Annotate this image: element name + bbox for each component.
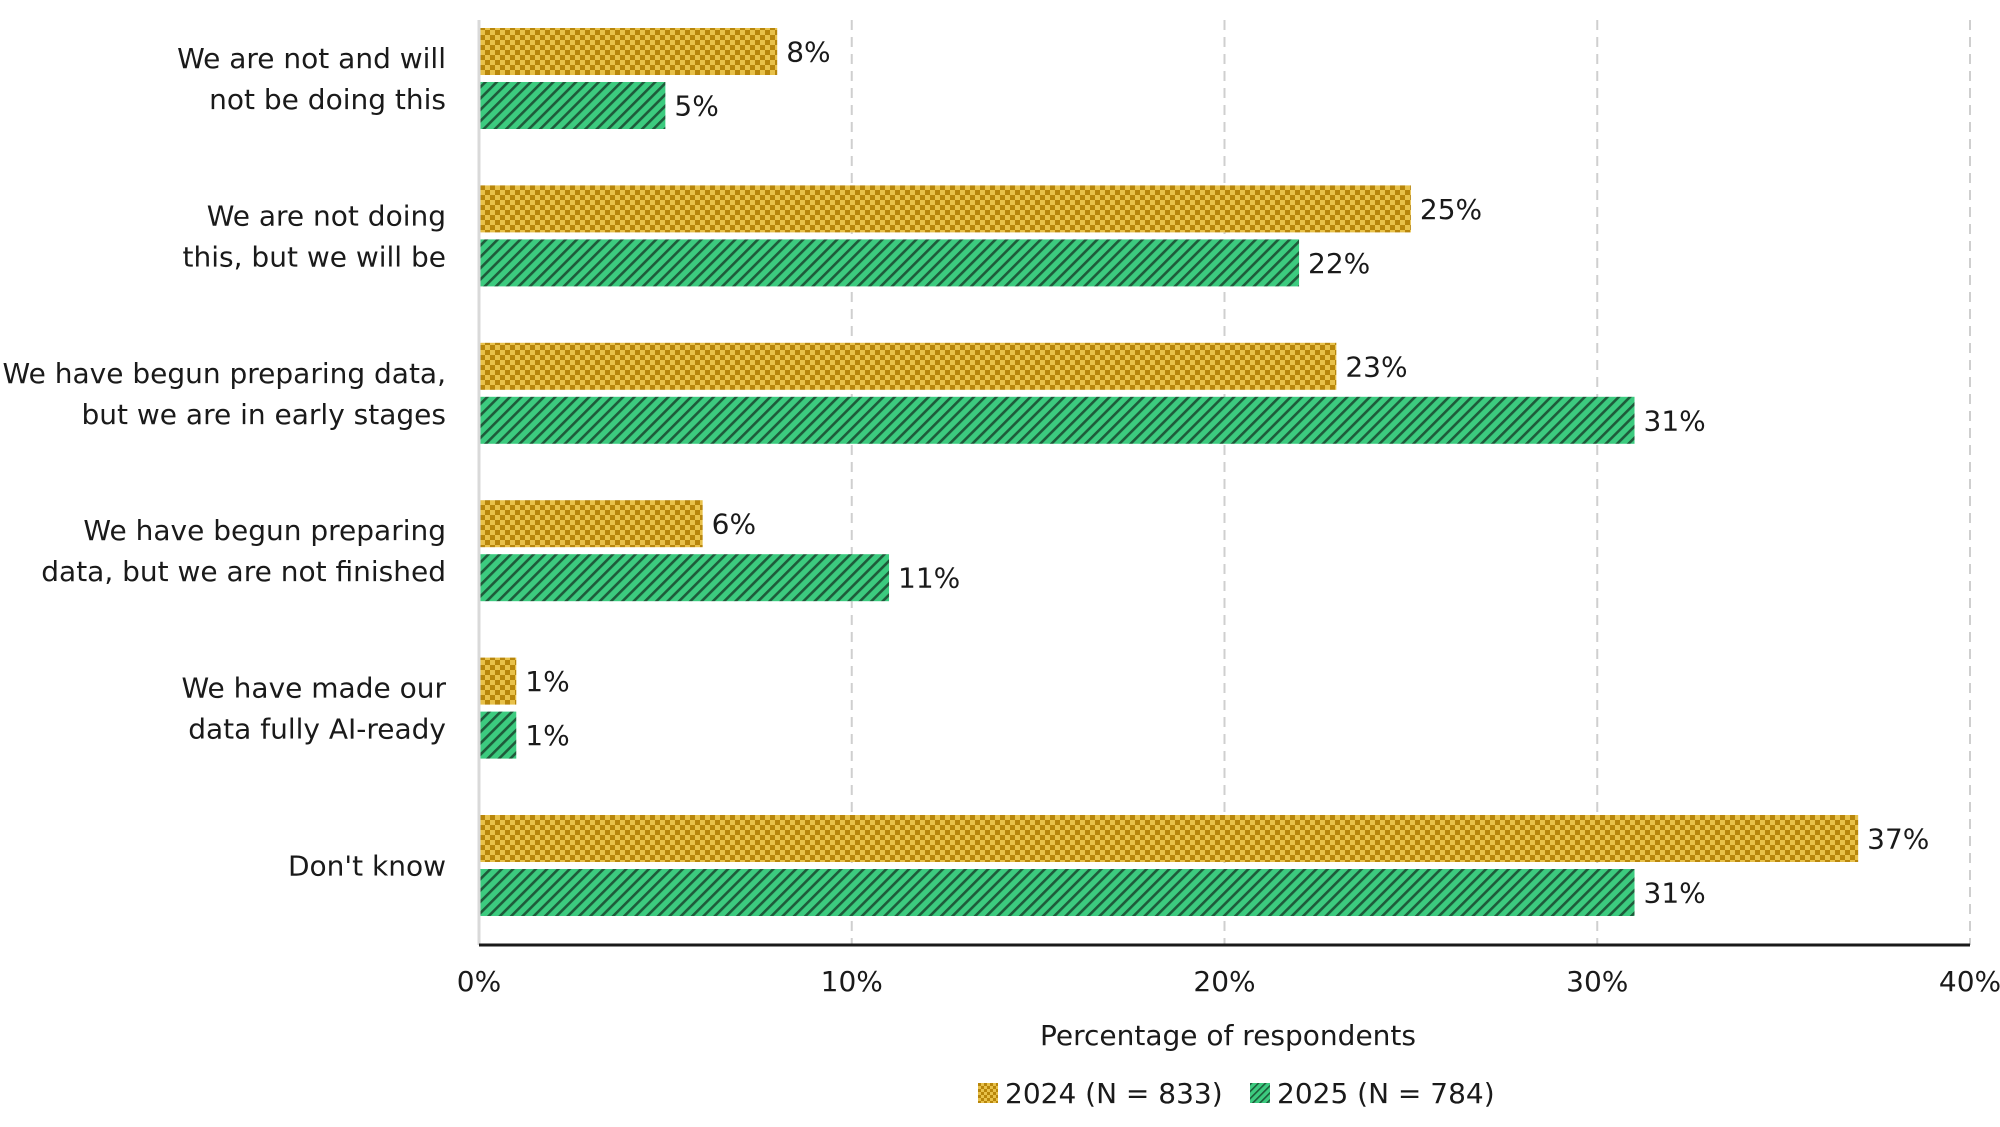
- x-tick-label: 20%: [1193, 965, 1255, 998]
- bar-value-label: 8%: [786, 36, 830, 69]
- bar-value-label: 31%: [1644, 404, 1706, 437]
- bar-value-label: 6%: [712, 508, 756, 541]
- category-label: We are not and will not be doing this: [177, 42, 446, 116]
- bar-2024: [479, 500, 703, 548]
- x-tick-label: 30%: [1566, 965, 1628, 998]
- bar-2025: [479, 554, 890, 602]
- x-axis-title: Percentage of respondents: [1040, 1019, 1416, 1052]
- bar-value-label: 22%: [1308, 247, 1370, 280]
- grid-lines: [850, 20, 1971, 945]
- x-axis: 0% 10% 20% 30% 40%: [457, 20, 2000, 998]
- legend-label: 2025 (N = 784): [1277, 1077, 1495, 1110]
- bar-value-label: 11%: [898, 562, 960, 595]
- bar-2024: [479, 657, 517, 705]
- category-label: We have begun preparing data, but we are …: [3, 357, 446, 431]
- bar-2025: [479, 239, 1300, 287]
- category-label: Don't know: [288, 850, 446, 883]
- category-label: We have made our data fully AI-ready: [182, 672, 447, 746]
- legend: 2024 (N = 833) 2025 (N = 784): [978, 1077, 1495, 1110]
- bar-value-label: 23%: [1345, 350, 1407, 383]
- bar-value-label: 1%: [525, 665, 569, 698]
- category-label: We have begun preparing data, but we are …: [41, 514, 446, 588]
- bar-value-label: 5%: [674, 90, 718, 123]
- category-label: We are not doing this, but we will be: [183, 199, 446, 273]
- bar-2024: [479, 28, 778, 75]
- legend-swatch: [1250, 1083, 1270, 1103]
- category-labels: We are not and will not be doing this We a…: [3, 42, 447, 883]
- bar-value-label: 31%: [1644, 877, 1706, 910]
- bar-value-label: 25%: [1420, 193, 1482, 226]
- legend-label: 2024 (N = 833): [1005, 1077, 1223, 1110]
- bar-2025: [479, 869, 1635, 916]
- bar-value-label: 37%: [1867, 823, 1929, 856]
- x-tick-label: 10%: [821, 965, 883, 998]
- bar-2024: [479, 342, 1337, 390]
- value-labels: 8% 5% 25% 22% 23% 31% 6% 11% 1% 1% 37% 31%: [525, 36, 1929, 910]
- bar-value-label: 1%: [525, 719, 569, 752]
- bars: [479, 28, 1859, 916]
- bar-2025: [479, 396, 1635, 444]
- bar-2024: [479, 815, 1859, 862]
- x-tick-label: 0%: [457, 965, 501, 998]
- legend-swatch: [978, 1083, 998, 1103]
- bar-2025: [479, 82, 666, 129]
- bar-2025: [479, 711, 517, 759]
- bar-2024: [479, 185, 1411, 233]
- x-tick-label: 40%: [1939, 965, 2000, 998]
